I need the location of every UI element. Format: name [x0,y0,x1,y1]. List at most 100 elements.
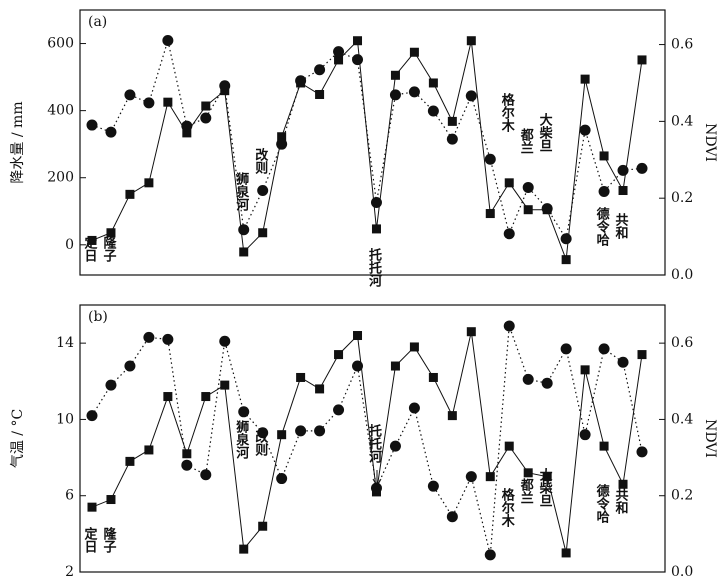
circle-marker [333,404,345,416]
panel-label: (a) [88,14,107,30]
circle-marker [86,410,98,422]
series-line [91,39,643,260]
square-marker [390,361,400,371]
circle-marker [257,427,269,439]
y-tick-label: 2 [65,564,74,578]
square-marker [428,372,438,382]
circle-marker [352,360,364,372]
square-marker [523,205,533,215]
circle-marker [465,90,477,102]
y-tick-label: 200 [47,170,74,186]
circle-marker [598,185,610,197]
square-marker [125,456,135,466]
circle-marker [541,377,553,389]
y2-tick-label: 0.2 [671,488,693,504]
square-marker [144,445,154,455]
station-label: 定日 [82,526,99,554]
circle-marker [219,80,231,92]
square-marker [447,116,457,126]
square-marker [637,350,647,360]
square-marker [447,411,457,421]
y-axis-label: 气温 / °C [10,409,26,468]
circle-marker [105,379,117,391]
series-line [91,38,643,241]
circle-marker [200,112,212,124]
circle-marker [636,446,648,458]
station-label: 大柴旦 [537,467,554,507]
circle-marker [333,46,345,58]
circle-marker [162,35,174,47]
circle-marker [503,320,515,332]
y-tick-label: 0 [65,237,74,253]
square-marker [315,89,325,99]
square-marker [106,495,116,505]
circle-marker [598,343,610,355]
square-marker [561,548,571,558]
circle-marker [560,343,572,355]
circle-marker [295,75,307,87]
square-marker [334,55,344,65]
station-label: 格尔木 [499,487,516,528]
plot-frame [79,304,666,573]
y2-tick-label: 0.0 [671,564,693,578]
circle-marker [579,124,591,136]
square-marker [618,479,628,489]
square-marker [523,468,533,478]
square-marker [277,132,287,142]
circle-marker [408,86,420,98]
circle-marker [143,331,155,343]
station-label: 隆子 [100,526,116,554]
square-marker [258,521,268,531]
square-marker [163,392,173,402]
square-marker [125,189,135,199]
square-marker [542,472,552,482]
square-marker [580,74,590,84]
y2-tick-label: 0.6 [671,37,693,53]
y-axis-label: 降水量 / mm [10,101,26,183]
y2-tick-label: 0.4 [671,411,693,427]
square-marker [409,342,419,352]
station-label: 定日 [82,235,99,263]
square-marker [580,365,590,375]
circle-marker [389,440,401,452]
square-marker [409,47,419,57]
station-label: 德令哈 [594,483,610,524]
station-label: 改则 [252,147,268,175]
square-marker [485,472,495,482]
circle-marker [162,333,174,345]
circle-marker [105,126,117,138]
square-marker [371,224,381,234]
circle-marker [541,203,553,215]
circle-marker [446,511,458,523]
circle-marker [617,356,629,368]
circle-marker [446,133,458,145]
circle-marker [484,153,496,165]
square-marker [239,544,249,554]
square-marker [106,228,116,238]
circle-marker [522,373,534,385]
y-tick-label: 14 [56,335,74,351]
station-label: 都兰 [518,477,535,504]
circle-marker [636,162,648,174]
station-label: 改则 [252,429,268,457]
square-marker [428,78,438,88]
circle-marker [276,138,288,150]
circle-marker [200,469,212,481]
square-marker [618,186,628,196]
square-marker [599,151,609,161]
circle-marker [238,224,250,236]
square-marker [466,36,476,46]
square-marker [144,178,154,188]
arrow-head [372,478,382,488]
circle-marker [465,471,477,483]
square-marker [201,392,211,402]
y2-axis-label: NDVI [702,419,718,458]
station-label: 隆子 [100,235,116,263]
square-marker [599,441,609,451]
square-marker [182,449,192,459]
station-label: 德令哈 [594,206,610,247]
square-marker [504,178,514,188]
circle-marker [370,197,382,209]
square-marker [258,228,268,238]
